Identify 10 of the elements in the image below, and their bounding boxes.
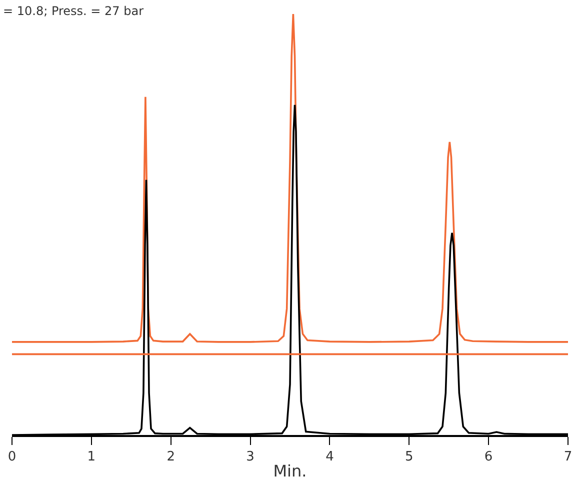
- x-tick-label: 2: [166, 449, 175, 464]
- x-tick-label: 3: [246, 449, 254, 464]
- x-tick-label: 4: [326, 449, 334, 464]
- x-tick-label: 1: [87, 449, 96, 464]
- x-axis-title: Min.: [273, 462, 307, 481]
- x-tick-label: 6: [484, 449, 493, 464]
- x-tick-label: 0: [8, 449, 16, 464]
- x-tick-label: 5: [405, 449, 414, 464]
- x-tick-label: 7: [564, 449, 572, 464]
- annotation: = 10.8; Press. = 27 bar: [3, 4, 144, 18]
